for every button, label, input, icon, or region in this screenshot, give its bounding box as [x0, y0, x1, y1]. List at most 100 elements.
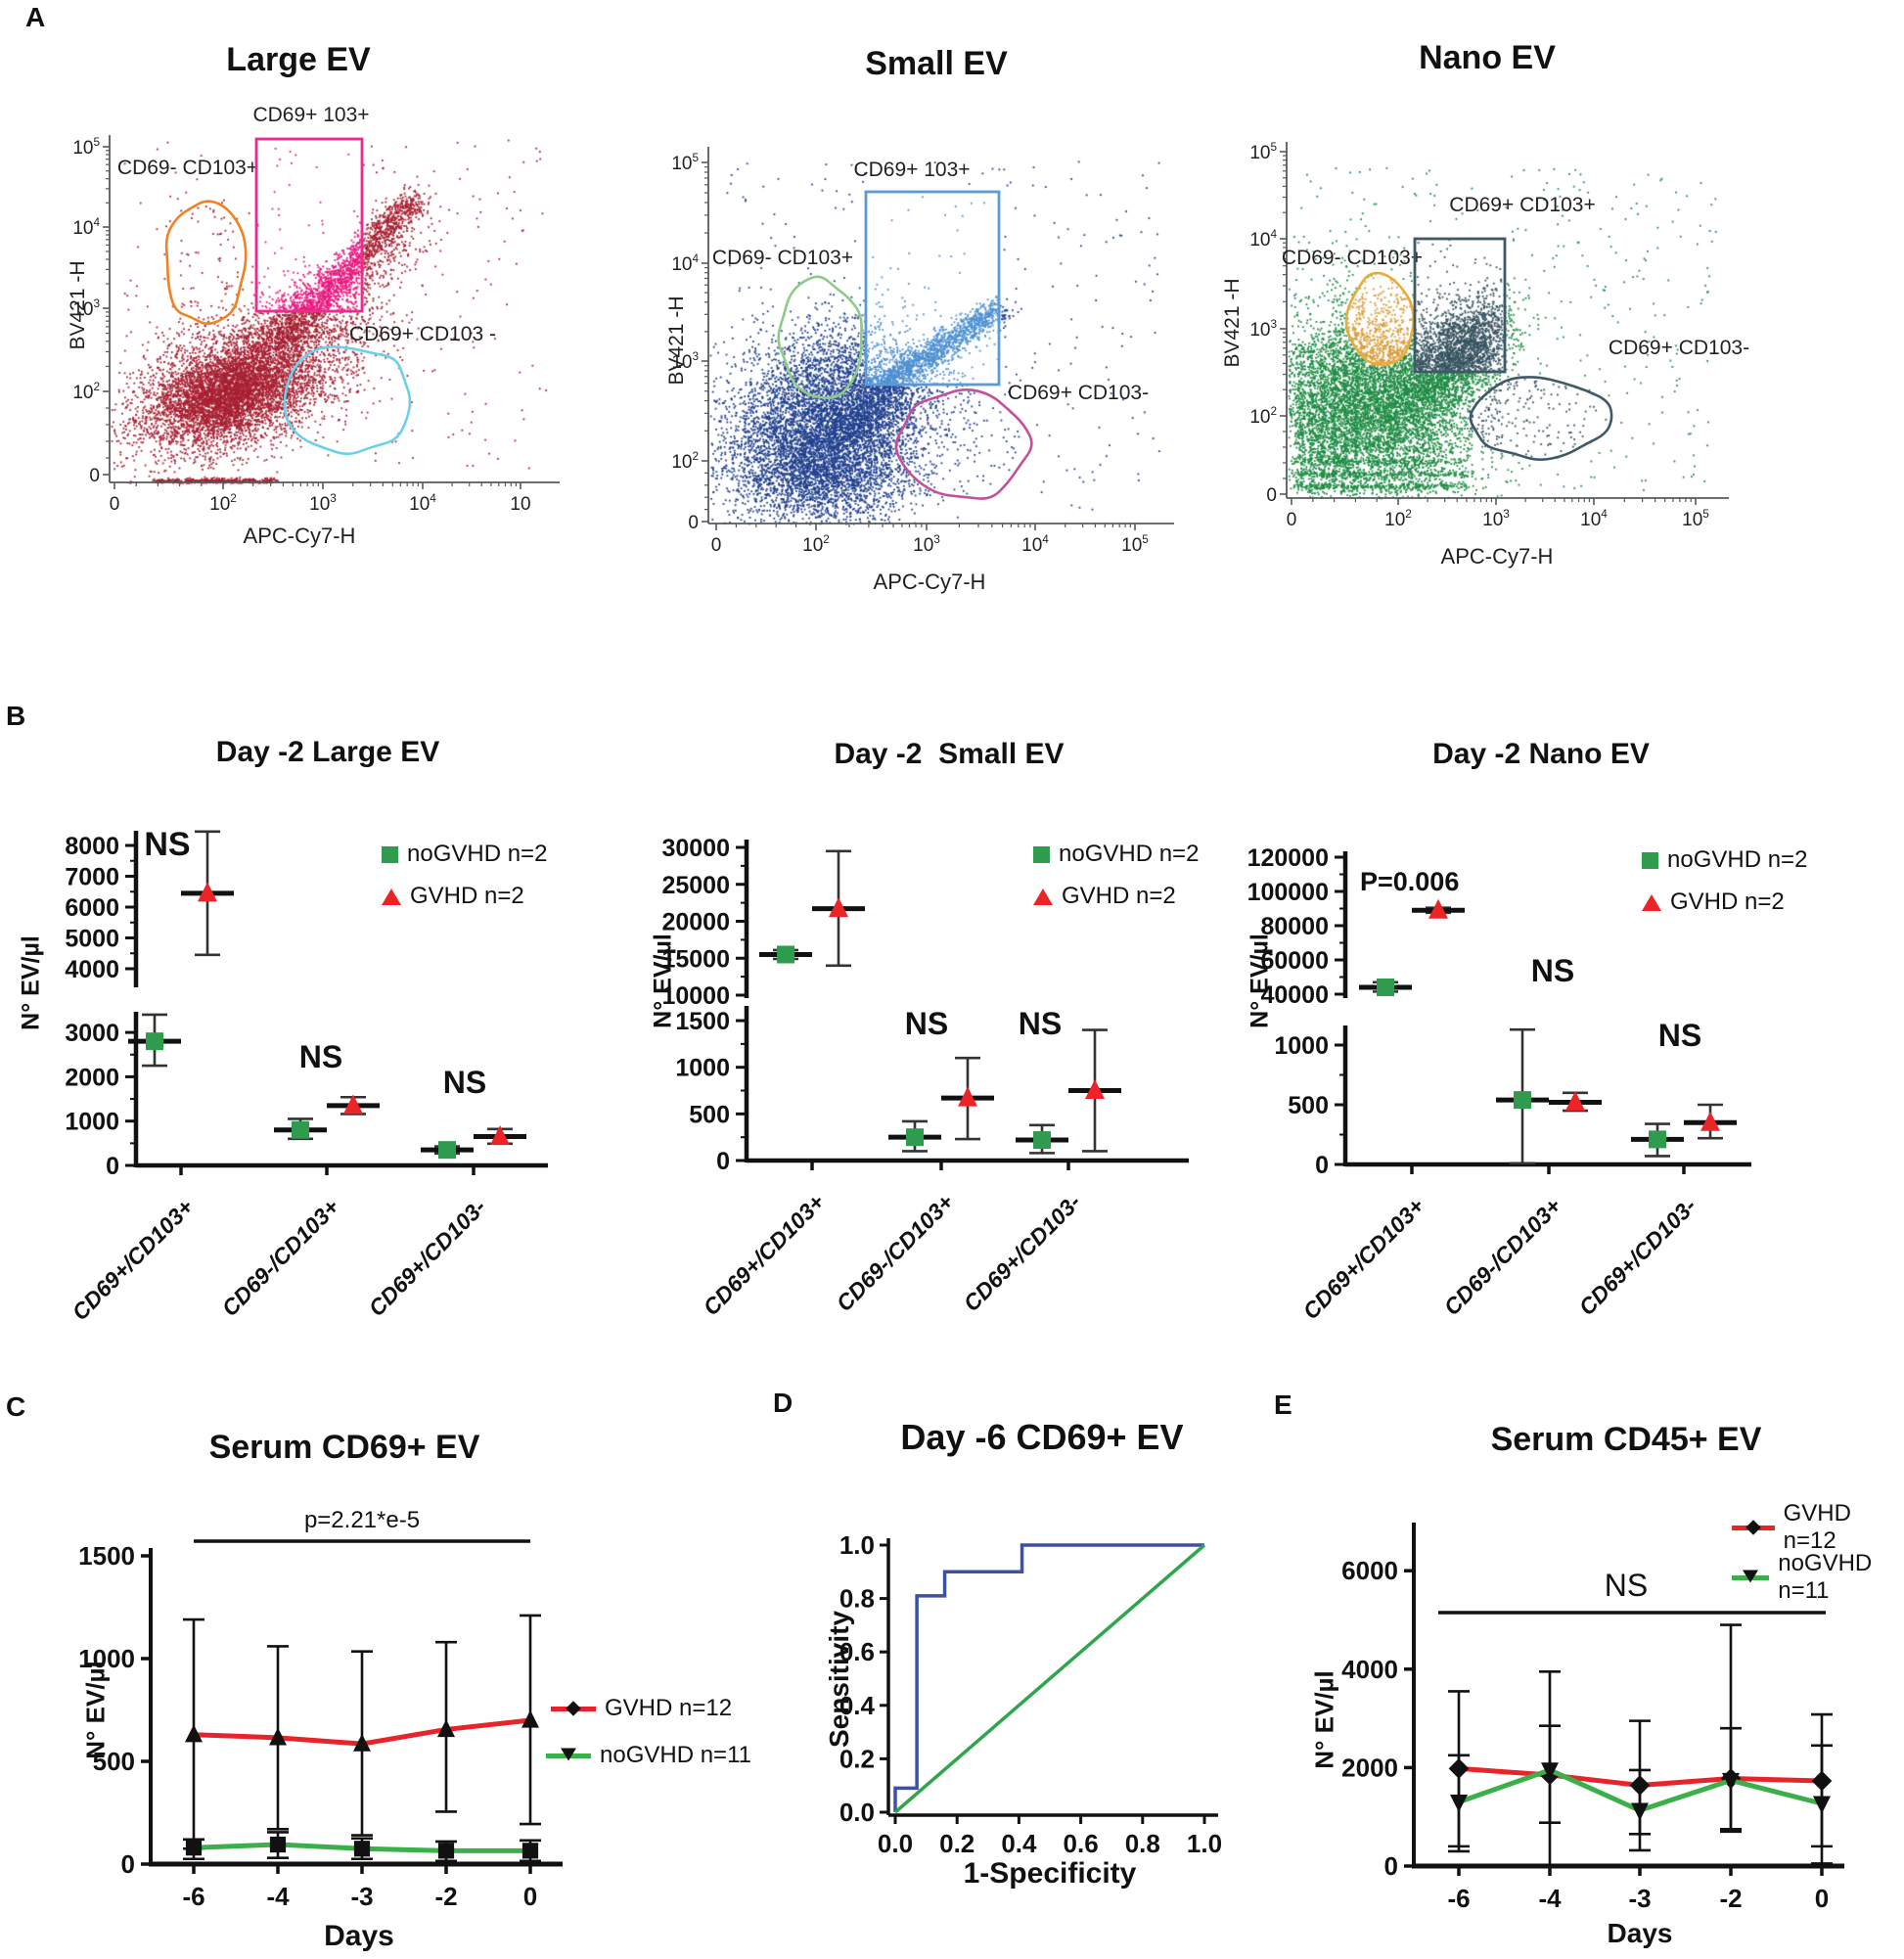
- tick-label: 105: [671, 152, 699, 174]
- marker-square: [292, 1120, 309, 1139]
- legend-entry-b1-gvhd: GVHD n=2: [382, 883, 524, 910]
- category-label: CD69+/CD103-: [1574, 1193, 1701, 1320]
- nogvhd-square-icon: [382, 845, 398, 863]
- tick-label: 0: [1315, 1152, 1329, 1179]
- plot-title-serum-cd69: Serum CD69+ EV: [208, 1429, 480, 1466]
- annotation-ns: NS: [904, 1006, 949, 1041]
- tick-label: 104: [409, 492, 436, 515]
- tick-label: 104: [72, 216, 100, 239]
- tick-label: 0.0: [839, 1798, 875, 1827]
- nogvhd-line-icon: [1732, 1570, 1770, 1583]
- marker-triangle-up: [958, 1086, 977, 1107]
- tick-label: 2000: [65, 1064, 119, 1091]
- plot-title-day2-nano: Day -2 Nano EV: [1432, 738, 1650, 770]
- plot-title-roc: Day -6 CD69+ EV: [900, 1417, 1184, 1457]
- tick-label: 0.0: [878, 1829, 913, 1858]
- axis-label-nev-b3: N° EV/µl: [1246, 934, 1274, 1028]
- tick-label: 102: [209, 492, 237, 515]
- annotation-ns-e: NS: [1604, 1568, 1649, 1603]
- tick-label: 4000: [1341, 1655, 1398, 1684]
- marker-square: [521, 1843, 539, 1859]
- axis-label-apccy7-1: APC-Cy7-H: [243, 524, 356, 548]
- marker-triangle-up: [198, 882, 217, 902]
- plot-title-day2-small: Day -2 Small EV: [834, 738, 1065, 770]
- tick-label: 1.0: [839, 1530, 875, 1560]
- tick-label: 0.6: [839, 1637, 875, 1666]
- category-label: CD69+/CD103-: [364, 1194, 491, 1321]
- tick-label: 1000: [1274, 1032, 1329, 1060]
- marker-square: [353, 1841, 371, 1857]
- gate-rect: [254, 137, 364, 313]
- marker-square: [438, 1141, 456, 1160]
- diamond-icon: [566, 1701, 581, 1716]
- legend-entry-b2-nogvhd: noGVHD n=2: [1033, 841, 1199, 868]
- axis-label-1specificity: 1-Specificity: [963, 1857, 1137, 1890]
- legend-entry-b1-nogvhd: noGVHD n=2: [382, 841, 547, 868]
- tick-label: 4000: [65, 956, 119, 983]
- marker-diamond: [1811, 1770, 1833, 1792]
- tick-label: 0.4: [1001, 1829, 1037, 1858]
- tick-label: 25000: [661, 872, 730, 899]
- annotation-ns: NS: [442, 1065, 487, 1100]
- gate-label: CD69- CD103+: [712, 247, 853, 269]
- axis-label-nev-b2: N° EV/µl: [649, 934, 677, 1028]
- gate-blob: [1344, 271, 1416, 365]
- marker-square: [269, 1836, 287, 1853]
- category-label: CD69+/CD103-: [959, 1189, 1086, 1316]
- panel-label-a: A: [25, 2, 46, 32]
- marker-triangle-up: [1565, 1091, 1585, 1112]
- tick-label: -6: [182, 1882, 204, 1911]
- marker-diamond: [1448, 1758, 1470, 1779]
- marker-triangle-up: [1700, 1111, 1720, 1131]
- tick-label: 0.6: [1064, 1829, 1099, 1858]
- marker-triangle-up: [490, 1125, 510, 1146]
- tick-label: -4: [1538, 1884, 1562, 1913]
- tick-label: 1000: [78, 1644, 135, 1673]
- roc-curve: [893, 1543, 1206, 1814]
- tick-label: 103: [1249, 318, 1277, 341]
- tick-label: 105: [72, 136, 100, 159]
- triangle-down-icon: [1743, 1570, 1759, 1583]
- marker-triangle-up: [353, 1733, 371, 1752]
- tick-label: 104: [1580, 508, 1608, 530]
- tick-label: 1500: [675, 1008, 730, 1035]
- tick-label: 40000: [1260, 981, 1329, 1009]
- marker-triangle-down: [1541, 1762, 1559, 1781]
- annotation-pvalue: P=0.006: [1360, 867, 1460, 896]
- tick-label: 100000: [1247, 879, 1329, 906]
- tick-label: 0.2: [839, 1744, 875, 1773]
- axis-label-days-e: Days: [1607, 1918, 1673, 1948]
- tick-label: 105: [1249, 141, 1277, 163]
- tick-label: -6: [1447, 1884, 1470, 1913]
- annotation-ns: NS: [1018, 1006, 1063, 1041]
- marker-triangle-up: [1085, 1079, 1105, 1100]
- annotation-pvalue-c: p=2.21*e-5: [303, 1507, 421, 1533]
- legend-entry-c-nogvhd: noGVHD n=11: [546, 1742, 751, 1769]
- panel-label-e: E: [1274, 1390, 1292, 1420]
- tick-label: 103: [309, 492, 337, 515]
- gate-label: CD69+ CD103-: [1008, 382, 1149, 404]
- marker-triangle-down: [1813, 1796, 1831, 1814]
- tick-label: 60000: [1260, 947, 1329, 975]
- tick-label: -3: [350, 1882, 373, 1911]
- tick-label: 0: [711, 535, 722, 556]
- gate-label: CD69+ CD103 -: [349, 323, 496, 345]
- tick-label: 104: [671, 252, 699, 275]
- plot-title-day2-large: Day -2 Large EV: [215, 736, 440, 768]
- gate-rect: [1413, 237, 1507, 374]
- legend-entry-b2-gvhd: GVHD n=2: [1033, 883, 1176, 910]
- tick-label: 102: [802, 533, 830, 556]
- tick-label: 103: [671, 350, 699, 373]
- roc-curve: [893, 1543, 1204, 1812]
- axis-label-bv421-1: BV421 -H: [67, 260, 89, 350]
- tick-label: -2: [434, 1882, 457, 1911]
- tick-label: 0.8: [1125, 1829, 1160, 1858]
- nogvhd-square-icon: [1642, 851, 1658, 869]
- marker-triangle-up: [1428, 898, 1448, 919]
- tick-label: 0: [121, 1849, 135, 1879]
- marker-triangle-down: [1450, 1794, 1468, 1812]
- panel-label-c: C: [6, 1391, 26, 1422]
- tick-label: 20000: [661, 909, 730, 936]
- tick-label: 103: [72, 297, 100, 320]
